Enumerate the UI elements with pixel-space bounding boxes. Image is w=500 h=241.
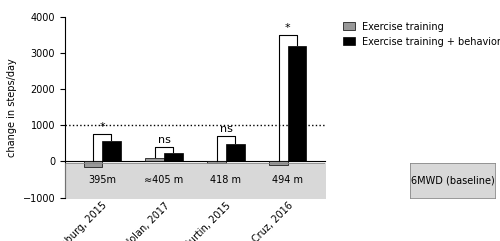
Legend: Exercise training, Exercise training + behavior intervention: Exercise training, Exercise training + b… [343, 22, 500, 47]
Text: 395m: 395m [88, 175, 116, 185]
Bar [84, 161, 102, 167]
Text: ≈405 m: ≈405 m [144, 175, 184, 185]
Bar [270, 161, 288, 165]
Bar [146, 158, 164, 161]
Text: Cruz, 2016: Cruz, 2016 [250, 201, 295, 241]
Text: Altenburg, 2015: Altenburg, 2015 [46, 201, 109, 241]
Bar [164, 153, 182, 161]
Bar [208, 161, 226, 163]
Text: *: * [100, 122, 105, 132]
Text: 6MWD (baseline): 6MWD (baseline) [410, 175, 494, 185]
Text: ns: ns [158, 135, 170, 145]
Text: 494 m: 494 m [272, 175, 304, 185]
Y-axis label: change in steps/day: change in steps/day [7, 58, 17, 157]
Text: Nolan, 2017: Nolan, 2017 [122, 201, 171, 241]
Text: Burtin, 2015: Burtin, 2015 [183, 201, 233, 241]
Bar [226, 144, 244, 161]
Bar [288, 46, 306, 161]
Text: *: * [285, 23, 290, 33]
Text: 418 m: 418 m [210, 175, 242, 185]
Bar [102, 141, 120, 161]
Text: ns: ns [220, 124, 232, 134]
